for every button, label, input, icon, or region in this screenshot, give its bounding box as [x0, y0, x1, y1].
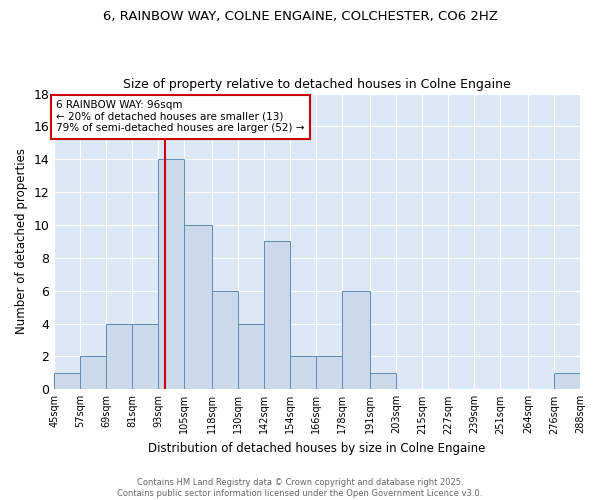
X-axis label: Distribution of detached houses by size in Colne Engaine: Distribution of detached houses by size … [148, 442, 486, 455]
Bar [80, 356, 106, 390]
Bar [264, 242, 290, 390]
Bar [370, 373, 396, 390]
Bar [184, 225, 212, 390]
Bar [132, 324, 158, 390]
Title: Size of property relative to detached houses in Colne Engaine: Size of property relative to detached ho… [123, 78, 511, 91]
Text: Contains HM Land Registry data © Crown copyright and database right 2025.
Contai: Contains HM Land Registry data © Crown c… [118, 478, 482, 498]
Bar [554, 373, 580, 390]
Bar [54, 373, 80, 390]
Bar [316, 356, 342, 390]
Bar [106, 324, 132, 390]
Bar [158, 160, 184, 390]
Text: 6, RAINBOW WAY, COLNE ENGAINE, COLCHESTER, CO6 2HZ: 6, RAINBOW WAY, COLNE ENGAINE, COLCHESTE… [103, 10, 497, 23]
Y-axis label: Number of detached properties: Number of detached properties [15, 148, 28, 334]
Bar [212, 290, 238, 390]
Text: 6 RAINBOW WAY: 96sqm
← 20% of detached houses are smaller (13)
79% of semi-detac: 6 RAINBOW WAY: 96sqm ← 20% of detached h… [56, 100, 305, 134]
Bar [342, 290, 370, 390]
Bar [238, 324, 264, 390]
Bar [290, 356, 316, 390]
